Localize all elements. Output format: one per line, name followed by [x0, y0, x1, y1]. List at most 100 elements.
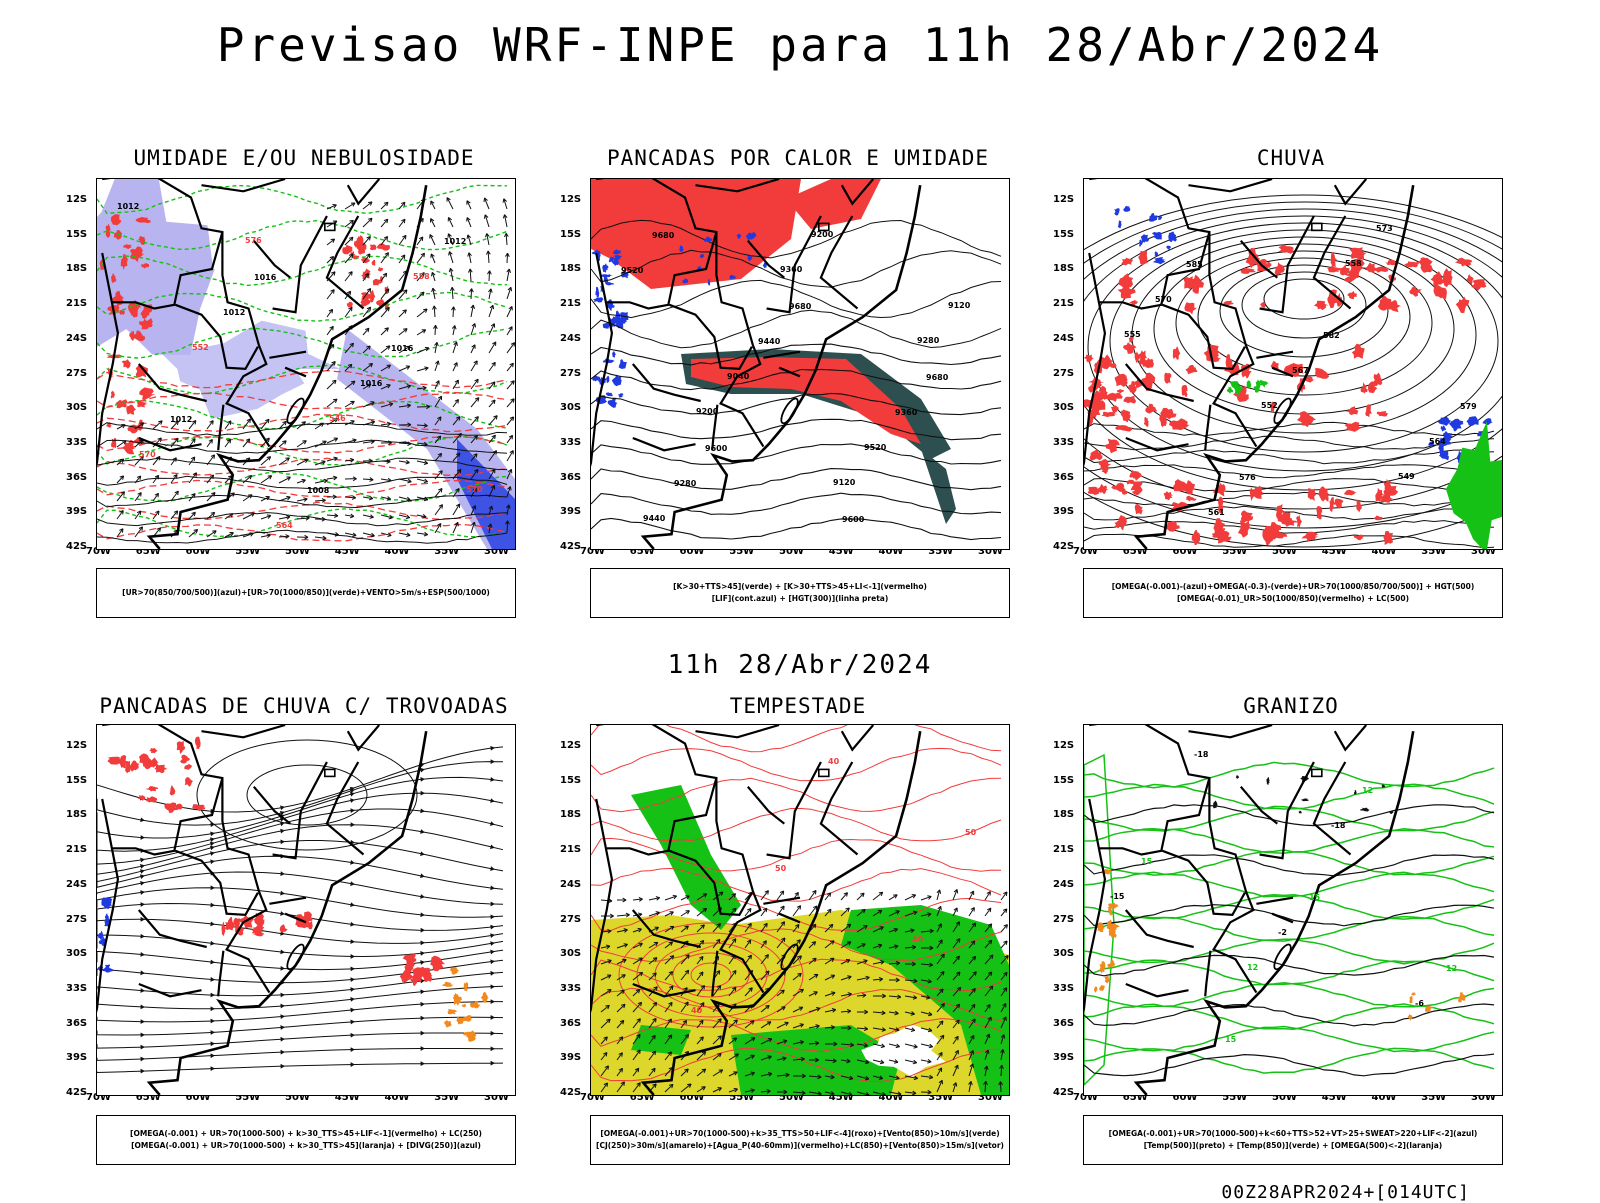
flow-arrow — [420, 960, 425, 965]
contour-label: 9280 — [917, 336, 940, 345]
lat-tick-label: 21S — [66, 298, 87, 309]
flow-arrow — [350, 902, 355, 907]
flow-arrow — [490, 950, 495, 955]
flow-arrow — [210, 1030, 215, 1035]
lat-tick-label: 18S — [66, 263, 87, 274]
contour-label: 50 — [775, 864, 787, 873]
flow-arrow — [280, 1014, 285, 1019]
temp850-contour — [1084, 983, 1494, 1007]
lat-tick-label: 12S — [1053, 194, 1074, 205]
lat-tick-label: 21S — [560, 298, 581, 309]
lat-tick-label: 30S — [66, 402, 87, 413]
hgt500-contour — [1084, 492, 1494, 506]
flow-arrow — [280, 1004, 285, 1009]
contour-label: 570 — [466, 485, 483, 494]
contour-label: 12 — [1446, 964, 1457, 973]
contour-label: 40 — [912, 935, 924, 944]
lat-tick-label: 39S — [1053, 1052, 1074, 1063]
lat-tick-label: 12S — [66, 740, 87, 751]
legend-line: [UR>70(850/700/500)](azul)+[UR>70(1000/8… — [97, 587, 515, 599]
flow-arrow — [420, 873, 425, 878]
flow-arrow — [140, 902, 145, 907]
flow-arrow — [280, 911, 285, 916]
flow-arrow — [420, 768, 425, 773]
temp500-contour — [1084, 955, 1494, 975]
lat-tick-label: 42S — [1053, 541, 1074, 552]
lat-tick-label: 18S — [1053, 263, 1074, 274]
contour-label: 582 — [1323, 331, 1340, 340]
flow-arrow — [420, 894, 425, 899]
lat-tick-label: 15S — [1053, 229, 1074, 240]
lat-tick-label: 12S — [560, 194, 581, 205]
contour-label: 9520 — [621, 266, 644, 275]
flow-arrow — [490, 941, 495, 946]
flow-arrow — [351, 1033, 355, 1038]
contour-label: 15 — [1309, 893, 1321, 902]
lat-tick-label: 33S — [66, 437, 87, 448]
legend-line: [OMEGA(-0.001) + UR>70(1000-500) + k>30_… — [97, 1140, 515, 1152]
contour-label: 15 — [1141, 857, 1153, 866]
map-trovoadas — [96, 724, 516, 1096]
lat-tick-label: 18S — [1053, 809, 1074, 820]
legend-chuva: [OMEGA(-0.001)-(azul)+OMEGA(-0.3)-(verde… — [1083, 568, 1503, 618]
flow-arrow — [351, 954, 355, 959]
contour-label: 9360 — [780, 265, 803, 274]
flow-arrow — [140, 864, 145, 869]
flow-arrow — [280, 829, 285, 834]
flow-arrow — [140, 817, 145, 822]
contour-label: 1016 — [254, 273, 277, 282]
flow-arrow — [210, 1053, 215, 1058]
flow-arrow — [210, 903, 215, 908]
legend-granizo: [OMEGA(-0.001)+UR>70(1000-500)+k<60+TTS>… — [1083, 1115, 1503, 1165]
contour-label: 9600 — [842, 515, 865, 524]
flow-arrow — [140, 1004, 145, 1009]
flow-arrow — [490, 866, 495, 871]
lat-tick-label: 24S — [66, 333, 87, 344]
flow-arrow — [350, 798, 355, 803]
flow-arrow — [141, 1069, 145, 1074]
flow-arrow — [491, 984, 495, 989]
flow-arrow — [421, 1016, 425, 1021]
flow-arrow — [351, 1062, 355, 1067]
flow-arrow — [420, 940, 425, 945]
storm-red-cells — [400, 953, 445, 986]
contour-label: 549 — [1398, 472, 1415, 481]
flow-arrow — [281, 1064, 285, 1069]
lat-tick-label: 18S — [560, 809, 581, 820]
contour-label: 1016 — [360, 379, 383, 388]
legend-trovoadas: [OMEGA(-0.001) + UR>70(1000-500) + k>30_… — [96, 1115, 516, 1165]
omega-green-area — [1227, 379, 1269, 395]
contour-label: 576 — [245, 236, 262, 245]
flow-arrow — [211, 1019, 215, 1024]
flow-arrow — [491, 1061, 495, 1066]
contour-label: 585 — [1186, 260, 1203, 269]
contour-label: 558 — [1345, 259, 1362, 268]
lat-tick-label: 30S — [560, 948, 581, 959]
lat-tick-label: 15S — [1053, 775, 1074, 786]
lat-tick-label: 30S — [1053, 948, 1074, 959]
panel-title-trovoadas: PANCADAS DE CHUVA C/ TROVOADAS — [84, 694, 524, 718]
lat-tick-label: 27S — [560, 914, 581, 925]
lat-tick-label: 12S — [66, 194, 87, 205]
legend-line: [Temp(500)](preto) + [Temp(850)](verde) … — [1084, 1140, 1502, 1152]
contour-label: 9680 — [926, 373, 949, 382]
contour-label: 561 — [1208, 508, 1225, 517]
flow-arrow — [140, 952, 145, 957]
lat-tick-label: 18S — [66, 809, 87, 820]
lat-tick-label: 42S — [560, 1087, 581, 1098]
contour-label: 9440 — [758, 337, 781, 346]
contour-label: 50 — [965, 828, 977, 837]
flow-arrow — [350, 881, 355, 886]
contour-label: -6 — [1415, 999, 1424, 1008]
flow-arrow — [490, 885, 495, 890]
contour-label: 9440 — [643, 514, 666, 523]
lat-tick-label: 30S — [66, 948, 87, 959]
hgt500-contour — [1088, 223, 1502, 471]
contour-label: 570 — [1155, 295, 1172, 304]
flow-arrow — [350, 997, 355, 1002]
hgt300-contour — [591, 393, 1001, 414]
flow-arrow — [491, 1031, 495, 1036]
lat-tick-label: 21S — [560, 844, 581, 855]
